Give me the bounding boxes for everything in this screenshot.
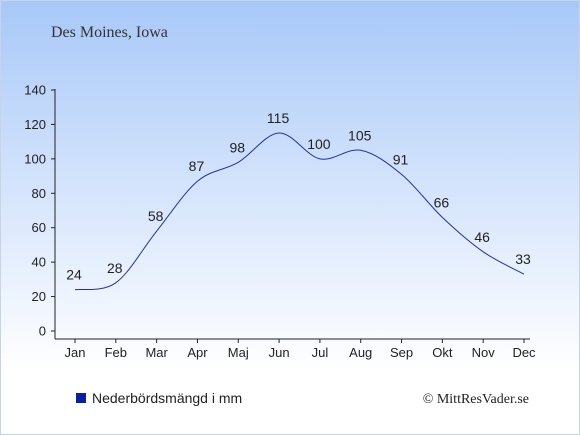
y-tick-label: 80: [32, 186, 46, 201]
x-tick-label: Jan: [65, 345, 86, 360]
x-tick-label: Mar: [145, 345, 168, 360]
x-tick-label: Sep: [390, 345, 413, 360]
x-tick-label: Apr: [187, 345, 208, 360]
y-tick-label: 100: [24, 151, 46, 166]
data-label: 115: [267, 110, 290, 126]
precipitation-line: [74, 132, 525, 291]
data-label: 66: [434, 194, 450, 210]
data-labels: 24 28 58 87 98 115 100 105 91 66 46 33: [66, 110, 531, 283]
y-tick-label: 60: [32, 220, 46, 235]
data-label: 33: [515, 251, 531, 267]
data-label: 58: [148, 208, 164, 224]
data-label: 28: [107, 260, 123, 276]
data-label: 91: [393, 151, 409, 167]
x-tick-label: Maj: [228, 345, 249, 360]
x-tick-label: Dec: [512, 345, 536, 360]
y-tick-label: 140: [24, 83, 46, 98]
legend-swatch: [76, 393, 86, 403]
data-label: 24: [66, 267, 82, 283]
y-tick-label: 0: [39, 324, 46, 339]
data-label: 87: [189, 158, 205, 174]
copyright-text: © MittResVader.se: [423, 392, 529, 407]
x-tick-label: Jun: [269, 345, 290, 360]
legend-label: Nederbördsmängd i mm: [92, 390, 242, 406]
x-tick-label: Feb: [105, 345, 127, 360]
y-axis-ticks: 0 20 40 60 80 100 120 140: [24, 83, 55, 339]
x-tick-label: Okt: [432, 345, 453, 360]
x-axis-ticks: Jan Feb Mar Apr Maj Jun Jul Aug Sep Okt Nov Dec: [65, 339, 536, 360]
y-tick-label: 40: [32, 255, 46, 270]
x-tick-label: Aug: [349, 345, 372, 360]
data-label: 100: [307, 136, 331, 152]
data-label: 105: [348, 127, 372, 143]
location-title: Des Moines, Iowa: [51, 24, 168, 41]
y-tick-label: 120: [24, 117, 46, 132]
y-tick-label: 20: [32, 289, 46, 304]
data-label: 46: [474, 229, 490, 245]
data-label: 98: [229, 139, 245, 155]
x-tick-label: Nov: [472, 345, 496, 360]
x-tick-label: Jul: [312, 345, 329, 360]
